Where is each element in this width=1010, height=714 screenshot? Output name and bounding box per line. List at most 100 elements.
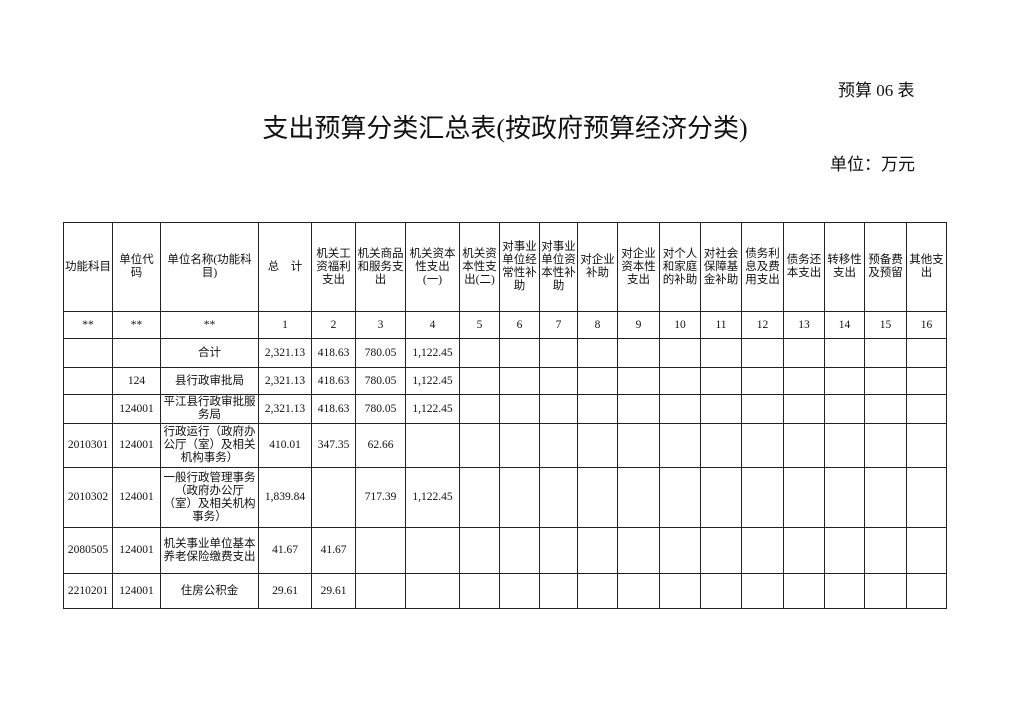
table-cell: 1 [258,311,312,339]
table-cell: ** [160,311,259,339]
table-row: 2210201 124001 住房公积金 29.61 29.61 [63,573,947,609]
table-cell [741,394,784,424]
table-cell: 418.63 [311,338,356,368]
table-cell: 12 [741,311,784,339]
table-cell [864,367,907,395]
table-cell: 124 [112,367,161,395]
table-cell [659,338,701,368]
table-cell [741,423,784,468]
column-header: 单位代码 [112,222,161,312]
form-number: 预算 06 表 [838,81,915,100]
table-cell [539,467,578,528]
table-cell [906,423,947,468]
table-cell [577,367,618,395]
table-cell [741,573,784,609]
table-cell [659,527,701,574]
table-cell [617,367,660,395]
table-cell: 41.67 [258,527,312,574]
column-header: 机关商品和服务支出 [355,222,406,312]
table-cell [617,527,660,574]
table-cell [659,394,701,424]
table-cell [459,394,500,424]
table-cell [577,573,618,609]
table-cell: 2,321.13 [258,367,312,395]
table-cell: 1,122.45 [405,367,460,395]
table-cell [700,467,742,528]
table-cell [405,573,460,609]
table-cell: 124001 [112,394,161,424]
table-cell: 住房公积金 [160,573,259,609]
table-row: 合计 2,321.13 418.63 780.05 1,122.45 [63,338,947,368]
table-cell [783,367,825,395]
table-cell: 15 [864,311,907,339]
table-cell [459,338,500,368]
table-cell [459,527,500,574]
table-cell: 10 [659,311,701,339]
table-cell: 县行政审批局 [160,367,259,395]
table-cell [824,367,865,395]
table-cell [783,338,825,368]
table-cell [906,573,947,609]
table-cell [112,338,161,368]
table-cell: 29.61 [311,573,356,609]
table-cell [824,467,865,528]
table-row: 124001 平江县行政审批服务局 2,321.13 418.63 780.05 1,12… [63,394,947,424]
table-cell: 410.01 [258,423,312,468]
column-header: 债务利息及费用支出 [741,222,784,312]
table-cell [864,527,907,574]
table-cell: 平江县行政审批服务局 [160,394,259,424]
column-header: 对个人和家庭的补助 [659,222,701,312]
table-cell [355,573,406,609]
table-cell [906,394,947,424]
table-cell [499,467,540,528]
table-cell: 418.63 [311,367,356,395]
table-cell [783,527,825,574]
table-cell [864,423,907,468]
table-cell [700,367,742,395]
table-cell: 1,839.84 [258,467,312,528]
table-cell: 2010302 [63,467,113,528]
column-header: 转移性支出 [824,222,865,312]
table-cell: 124001 [112,423,161,468]
table-cell [355,527,406,574]
table-cell [864,573,907,609]
table-cell: 2010301 [63,423,113,468]
table-cell: 8 [577,311,618,339]
table-cell [783,394,825,424]
table-cell: 124001 [112,573,161,609]
unit-label: 单位：万元 [830,155,915,174]
table-cell [824,573,865,609]
table-cell [741,367,784,395]
table-cell: 6 [499,311,540,339]
column-header: 对企业补助 [577,222,618,312]
table-cell: 2,321.13 [258,338,312,368]
table-cell: 1,122.45 [405,394,460,424]
table-cell [459,367,500,395]
table-cell [499,423,540,468]
table-cell: 14 [824,311,865,339]
table-cell [824,394,865,424]
table-cell: 418.63 [311,394,356,424]
table-cell [659,573,701,609]
table-cell [783,573,825,609]
table-cell [63,367,113,395]
column-header: 单位名称(功能科目) [160,222,259,312]
table-cell [617,423,660,468]
table-cell [741,527,784,574]
column-header: 其他支出 [906,222,947,312]
table-cell: 5 [459,311,500,339]
table-cell [459,423,500,468]
table-cell [700,338,742,368]
table-cell [539,394,578,424]
table-cell: 717.39 [355,467,406,528]
table-cell: 347.35 [311,423,356,468]
table-cell [499,338,540,368]
column-header: 功能科目 [63,222,113,312]
table-cell: 2,321.13 [258,394,312,424]
table-cell [539,423,578,468]
column-header: 机关资本性支出(二) [459,222,500,312]
table-cell [906,338,947,368]
table-cell [700,423,742,468]
table-cell: 1,122.45 [405,338,460,368]
